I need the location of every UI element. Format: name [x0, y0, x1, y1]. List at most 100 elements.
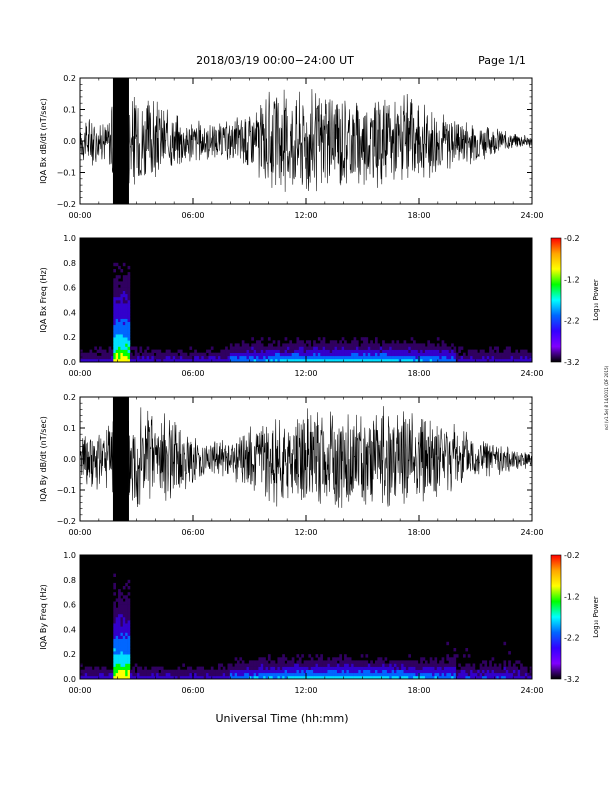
spectrogram-cell — [436, 666, 440, 670]
spectrogram-cell — [432, 343, 435, 347]
spectrogram-cell — [127, 598, 131, 602]
spectrogram-cell — [277, 358, 281, 363]
spectrogram-cell — [296, 660, 300, 664]
colorbar — [550, 237, 562, 363]
spectrogram-cell — [339, 346, 342, 350]
spectrogram-cell — [113, 324, 116, 329]
spectrogram-cell — [329, 663, 333, 667]
spectrogram-cell — [127, 327, 131, 332]
spectrogram-cell — [122, 343, 126, 347]
spectrogram-cell — [120, 607, 124, 612]
spectrogram-cell — [115, 672, 119, 677]
spectrogram-cell — [420, 657, 423, 661]
spectrogram-cell — [522, 666, 526, 670]
spectrogram-cell — [401, 663, 404, 667]
spectrogram-cell — [422, 672, 426, 677]
spectrogram-cell — [429, 663, 433, 667]
spectrogram-cell — [296, 352, 300, 357]
spectrogram-cell — [248, 672, 252, 677]
y-tick-label: 1.0 — [63, 234, 76, 243]
spectrogram-cell — [165, 355, 169, 360]
spectrogram-cell — [232, 352, 235, 357]
spectrogram-cell — [125, 654, 128, 658]
spectrogram-cell — [206, 355, 209, 360]
spectrogram-cell — [122, 290, 126, 295]
spectrogram-cell — [358, 663, 362, 667]
spectrogram-cell — [298, 349, 302, 353]
spectrogram-cell — [120, 327, 124, 332]
spectrogram-cell — [172, 672, 176, 677]
spectrogram-cell — [370, 669, 373, 674]
spectrogram-cell — [291, 358, 295, 363]
spectrogram-cell — [417, 352, 421, 357]
spectrogram-cell — [246, 669, 250, 674]
spectrogram-cell — [215, 352, 219, 357]
spectrogram-cell — [191, 352, 195, 357]
spectrogram-cell — [384, 666, 388, 670]
spectrogram-cell — [517, 660, 521, 664]
spectrogram-cell — [210, 672, 214, 677]
spectrogram-cell — [113, 337, 116, 341]
spectrogram-cell — [429, 358, 433, 363]
spectrogram-cell — [458, 663, 461, 667]
spectrogram-cell — [294, 675, 297, 680]
spectrogram-cell — [113, 309, 116, 313]
spectrogram-cell — [277, 352, 281, 357]
spectrogram-cell — [122, 337, 126, 341]
spectrogram-cell — [144, 675, 147, 680]
spectrogram-cell — [177, 355, 181, 360]
spectrogram-cell — [358, 672, 362, 677]
spectrogram-cell — [244, 352, 247, 357]
spectrogram-cell — [120, 293, 124, 298]
spectrogram-cell — [127, 284, 131, 288]
spectrogram-cell — [113, 284, 116, 288]
spectrogram-cell — [258, 666, 262, 670]
spectrogram-cell — [353, 352, 357, 357]
spectrogram-cell — [424, 663, 428, 667]
spectrogram-cell — [358, 675, 362, 680]
spectrogram-cell — [122, 660, 126, 664]
spectrogram-cell — [125, 287, 128, 291]
spectrogram-cell — [244, 358, 247, 363]
spectrogram-cell — [515, 666, 519, 670]
spectrogram-cell — [241, 349, 245, 353]
spectrogram-cell — [101, 669, 105, 674]
x-tick-label: 24:00 — [520, 686, 543, 695]
spectrogram-cell — [80, 669, 83, 674]
spectrogram-cell — [448, 675, 452, 680]
spectrogram-cell — [120, 306, 124, 310]
spectrogram-cell — [327, 660, 331, 664]
spectrogram-cell — [317, 352, 321, 357]
spectrogram-cell — [377, 663, 381, 667]
spectrogram-cell — [310, 660, 314, 664]
spectrogram-cell — [417, 663, 421, 667]
spectrogram-cell — [127, 265, 131, 270]
spectrogram-cell — [463, 355, 466, 360]
spectrogram-cell — [156, 358, 159, 363]
spectrogram-cell — [455, 358, 459, 363]
spectrogram-cell — [237, 675, 240, 680]
x-tick-label: 00:00 — [68, 211, 91, 220]
spectrogram-cell — [298, 669, 302, 674]
spectrogram-cell — [189, 669, 193, 674]
spectrogram-cell — [125, 327, 128, 332]
spectrogram-cell — [294, 358, 297, 363]
x-tick-label: 12:00 — [294, 211, 317, 220]
spectrogram-cell — [374, 675, 378, 680]
y-tick-label: 0.4 — [63, 308, 76, 317]
spectrogram-cell — [113, 352, 116, 357]
spectrogram-cell — [163, 669, 166, 674]
spectrogram-cell — [332, 669, 335, 674]
spectrogram-cell — [370, 666, 373, 670]
spectrogram-cell — [125, 663, 128, 667]
spectrogram-cell — [355, 352, 359, 357]
spectrogram-cell — [120, 663, 124, 667]
spectrogram-cell — [434, 346, 438, 350]
spectrogram-cell — [482, 352, 485, 357]
spectrogram-cell — [248, 346, 252, 350]
spectrogram-cell — [125, 613, 128, 618]
spectrogram-cell — [460, 355, 464, 360]
spectrogram-cell — [441, 675, 445, 680]
spectrogram-cell — [372, 352, 376, 357]
